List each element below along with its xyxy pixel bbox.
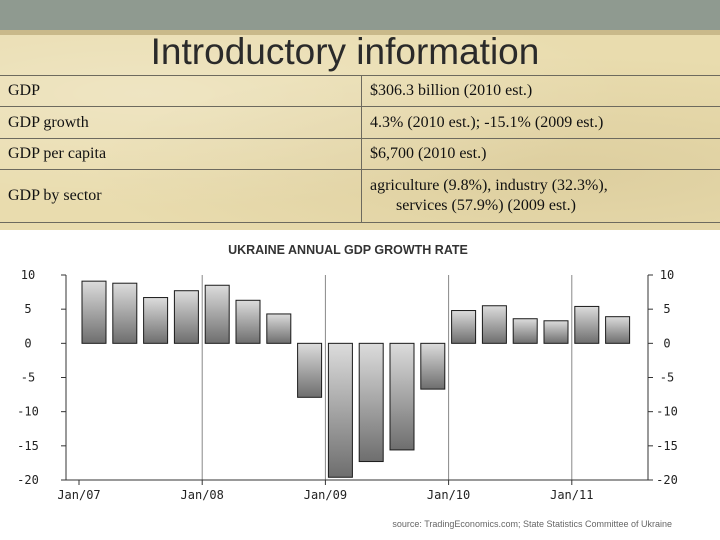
bar	[481, 305, 507, 344]
slide-top-bar	[0, 0, 720, 30]
x-tick-label: Jan/09	[304, 488, 347, 502]
y-tick-label-left: 5	[24, 302, 31, 316]
facts-value: agriculture (9.8%), industry (32.3%), se…	[361, 169, 720, 223]
bar	[81, 280, 107, 344]
y-tick-label-left: -20	[17, 473, 39, 487]
facts-value: 4.3% (2010 est.); -15.1% (2009 est.)	[361, 106, 720, 139]
y-tick-label-left: 10	[21, 268, 35, 282]
facts-row-gdp-by-sector: GDP by sector agriculture (9.8%), indust…	[0, 169, 720, 223]
facts-label: GDP by sector	[0, 169, 362, 223]
facts-value: $306.3 billion (2010 est.)	[361, 75, 720, 107]
facts-table: GDP $306.3 billion (2010 est.) GDP growt…	[0, 75, 720, 223]
bar	[512, 318, 538, 344]
y-tick-label-right: -10	[656, 405, 678, 419]
bar	[420, 342, 446, 390]
facts-label: GDP growth	[0, 106, 362, 139]
y-tick-label-right: -20	[656, 473, 678, 487]
facts-value: $6,700 (2010 est.)	[361, 138, 720, 170]
y-tick-label-left: -15	[17, 439, 39, 453]
facts-row-gdp-per-capita: GDP per capita $6,700 (2010 est.)	[0, 138, 720, 170]
x-tick-label: Jan/08	[181, 488, 224, 502]
bar	[389, 342, 415, 451]
y-tick-label-left: 0	[24, 336, 31, 350]
bar	[112, 282, 138, 344]
y-tick-label-left: -10	[17, 405, 39, 419]
bar	[543, 320, 569, 344]
bar	[297, 342, 323, 398]
slide-title: Introductory information	[150, 31, 540, 72]
facts-label: GDP	[0, 75, 362, 107]
y-tick-label-right: -5	[660, 371, 674, 385]
slide-top-rule	[0, 30, 720, 35]
chart-y-ticks: 10 10 5 5 0 0 -5 -5 -10 -10 -15 -15 -20 -20	[17, 268, 678, 487]
bar	[235, 299, 261, 344]
y-tick-label-right: -15	[656, 439, 678, 453]
chart-x-ticks: Jan/07 Jan/08 Jan/09 Jan/10 Jan/11	[57, 480, 593, 502]
bar	[327, 342, 353, 478]
bar	[574, 305, 600, 344]
chart-grid	[201, 275, 573, 480]
chart-source: source: TradingEconomics.com; State Stat…	[392, 519, 672, 529]
bar	[266, 313, 292, 344]
y-tick-label-right: 5	[663, 302, 670, 316]
y-tick-label-right: 0	[663, 336, 670, 350]
facts-row-gdp: GDP $306.3 billion (2010 est.)	[0, 75, 720, 107]
facts-value-line2: services (57.9%) (2009 est.)	[396, 197, 576, 214]
bar	[451, 310, 477, 344]
gdp-growth-chart: UKRAINE ANNUAL GDP GROWTH RATE 10 10 5 5 0 0 -…	[17, 243, 678, 529]
facts-value-line1: agriculture (9.8%), industry (32.3%),	[370, 177, 608, 194]
bar	[605, 316, 631, 344]
bar	[204, 284, 230, 344]
x-tick-label: Jan/07	[57, 488, 100, 502]
bar	[143, 297, 169, 344]
y-tick-label-right: 10	[660, 268, 674, 282]
y-tick-label-left: -5	[21, 371, 35, 385]
chart-title: UKRAINE ANNUAL GDP GROWTH RATE	[228, 243, 468, 257]
bar	[358, 342, 384, 463]
chart-bars	[81, 280, 631, 478]
facts-label: GDP per capita	[0, 138, 362, 170]
bar	[173, 290, 199, 344]
x-tick-label: Jan/11	[550, 488, 593, 502]
facts-row-gdp-growth: GDP growth 4.3% (2010 est.); -15.1% (200…	[0, 106, 720, 139]
x-tick-label: Jan/10	[427, 488, 470, 502]
